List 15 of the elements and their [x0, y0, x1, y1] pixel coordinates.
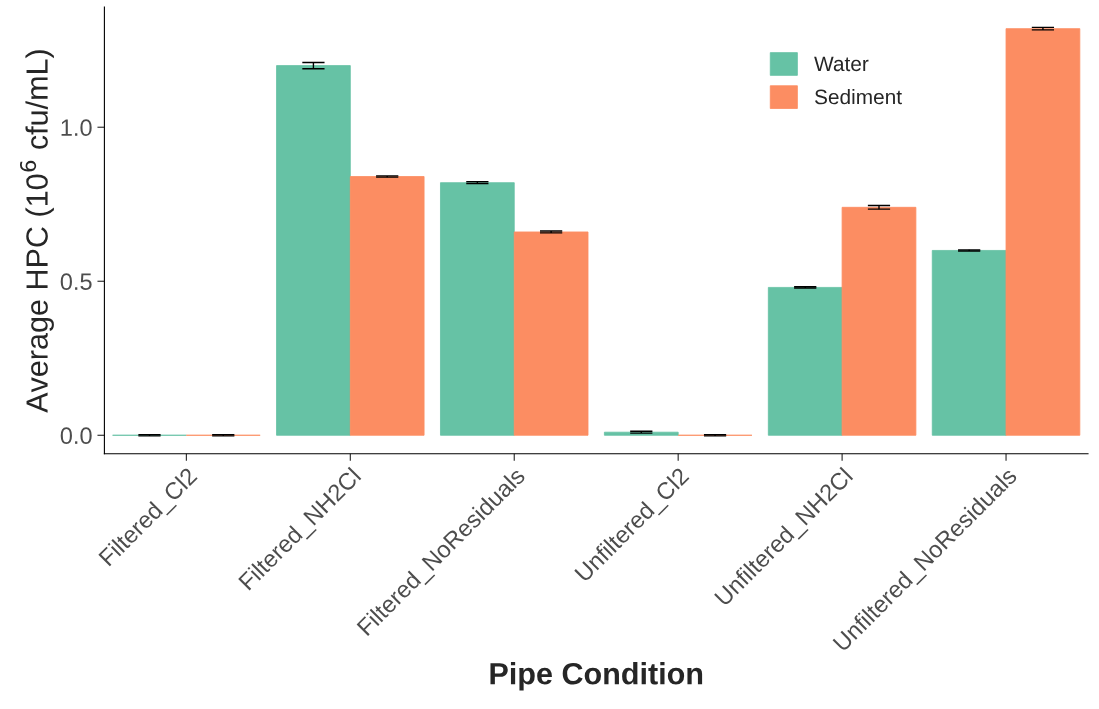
bar [349, 176, 425, 436]
bar [440, 182, 515, 436]
legend-label: Sediment [814, 89, 902, 105]
bar [931, 250, 1007, 436]
bar [276, 65, 351, 436]
y-tick-label: 0.5 [60, 273, 92, 291]
y-tick-label: 1.0 [61, 119, 92, 137]
bar [1005, 28, 1081, 436]
y-axis-title: Average HPC (10$^{6}$ cfu/mL) [20, 50, 54, 413]
bar [767, 286, 843, 436]
x-axis-title: Pipe Condition [490, 662, 703, 691]
bar [513, 231, 589, 436]
legend-label: Water [814, 56, 869, 72]
y-tick-label: 0.0 [60, 427, 92, 445]
bar [841, 206, 917, 436]
